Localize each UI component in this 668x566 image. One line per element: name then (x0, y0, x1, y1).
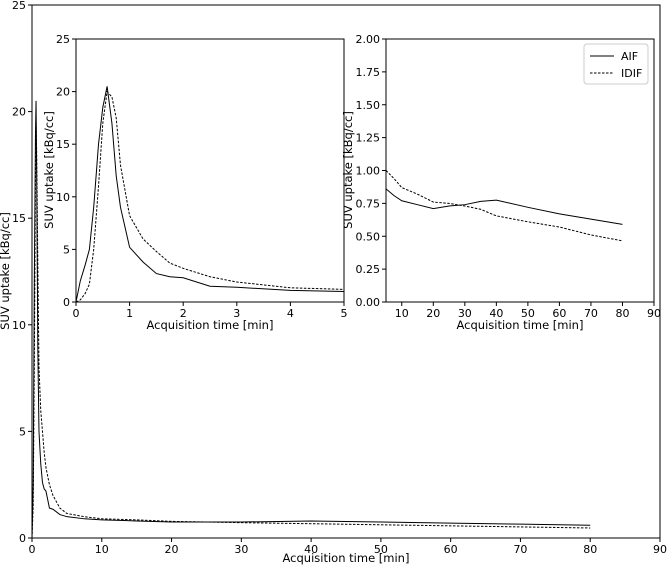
x-tick-label: 60 (444, 543, 458, 556)
x-tick-label: 40 (304, 543, 318, 556)
chart-inset-late: 10 20 30 40 50 60 70 80 90 0.00 0.25 0.50 0.75 1.00 1.… (341, 33, 661, 332)
y-tick-label: 0 (19, 532, 26, 545)
x-tick-label: 20 (426, 307, 440, 320)
x-tick-label: 0 (73, 307, 80, 320)
x-axis-label: Acquisition time [min] (147, 318, 274, 332)
y-tick-label: 1.75 (356, 66, 381, 79)
x-tick-label: 4 (287, 307, 294, 320)
y-tick-label: 10 (12, 319, 26, 332)
x-tick-label: 10 (95, 543, 109, 556)
y-tick-label: 10 (56, 191, 70, 204)
x-tick-label: 70 (584, 307, 598, 320)
x-tick-label: 50 (521, 307, 535, 320)
x-tick-label: 3 (233, 307, 240, 320)
y-tick-label: 25 (56, 33, 70, 46)
x-tick-label: 20 (165, 543, 179, 556)
y-tick-label: 1.50 (356, 99, 381, 112)
x-tick-label: 30 (458, 307, 472, 320)
x-tick-label: 80 (583, 543, 597, 556)
x-tick-label: 30 (234, 543, 248, 556)
x-tick-label: 60 (552, 307, 566, 320)
series-line-idif (386, 170, 623, 242)
plot-frame (75, 38, 345, 303)
y-tick-label: 1.00 (356, 165, 381, 178)
x-axis-label: Acquisition time [min] (457, 318, 584, 332)
y-tick-label: 20 (12, 106, 26, 119)
y-axis-label: SUV uptake [kBq/cc] (42, 111, 56, 229)
legend-label-idif: IDIF (621, 67, 642, 80)
legend-box (583, 43, 649, 85)
x-tick-label: 1 (126, 307, 133, 320)
series-line-aif (76, 86, 344, 302)
y-axis-label: SUV uptake [kBq/cc] (341, 111, 355, 229)
plot-frame (31, 4, 661, 539)
x-tick-label: 90 (647, 307, 661, 320)
series-line-aif (32, 100, 591, 538)
chart-inset-early: 0 1 2 3 4 5 0 5 10 15 20 25 Acquisition time [min] SU… (42, 33, 348, 332)
y-tick-label: 2.00 (356, 33, 381, 46)
x-tick-label: 2 (180, 307, 187, 320)
y-tick-label: 15 (56, 138, 70, 151)
x-tick-label: 0 (29, 543, 36, 556)
legend-label-aif: AIF (621, 50, 638, 63)
x-axis-label: Acquisition time [min] (283, 551, 410, 565)
y-tick-label: 20 (56, 86, 70, 99)
y-tick-label: 0.75 (356, 197, 381, 210)
y-tick-label: 0.50 (356, 230, 381, 243)
x-tick-label: 5 (341, 307, 348, 320)
x-tick-label: 80 (615, 307, 629, 320)
series-line-idif (32, 122, 591, 538)
x-tick-label: 90 (653, 543, 667, 556)
y-tick-label: 0 (63, 296, 70, 309)
y-tick-label: 15 (12, 212, 26, 225)
y-tick-label: 5 (63, 243, 70, 256)
y-tick-label: 5 (19, 425, 26, 438)
plot-area (76, 39, 344, 302)
y-tick-label: 25 (12, 0, 26, 12)
y-axis-label: SUV uptake [kBq/cc] (0, 212, 12, 330)
y-tick-label: 0.00 (356, 296, 381, 309)
x-tick-label: 40 (489, 307, 503, 320)
x-tick-label: 10 (395, 307, 409, 320)
series-line-idif (76, 90, 344, 302)
legend: AIF IDIF (583, 43, 649, 85)
series-line-aif (386, 188, 623, 225)
y-tick-label: 1.25 (356, 132, 381, 145)
y-tick-label: 0.25 (356, 263, 381, 276)
x-tick-label: 70 (513, 543, 527, 556)
x-tick-label: 50 (374, 543, 388, 556)
